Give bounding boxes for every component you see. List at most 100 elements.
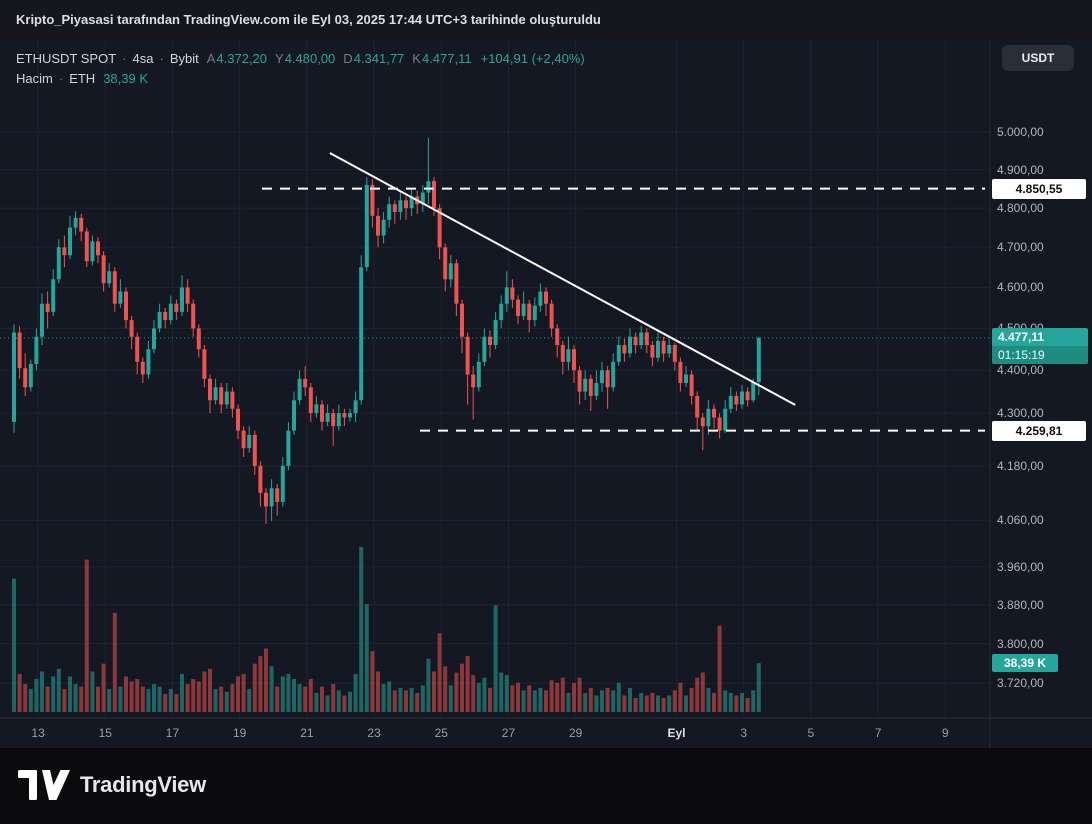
currency-toggle-usdt[interactable]: USDT: [1002, 45, 1074, 71]
footer: TradingView: [0, 748, 1092, 824]
legend-symbol-row[interactable]: ETHUSDT SPOT · 4sa · Bybit A4.372,20 Y4.…: [16, 48, 585, 68]
candle-body: [241, 430, 246, 449]
volume-bar: [745, 698, 750, 712]
volume-bar: [68, 676, 72, 712]
candle-body: [208, 378, 212, 401]
time-axis-label[interactable]: 13: [31, 726, 45, 740]
price-axis-label[interactable]: 4.600,00: [997, 280, 1044, 295]
volume-bar: [342, 695, 347, 712]
chart-legend[interactable]: ETHUSDT SPOT · 4sa · Bybit A4.372,20 Y4.…: [16, 48, 585, 88]
candle-body: [555, 328, 560, 345]
candle-body: [465, 336, 470, 375]
volume-bar: [443, 666, 448, 712]
price-axis-label[interactable]: 4.700,00: [997, 240, 1044, 255]
volume-bar: [236, 676, 240, 712]
volume-bar: [336, 690, 341, 712]
candle-body: [493, 320, 498, 345]
candle-body: [460, 303, 464, 337]
volume-bar: [146, 689, 151, 712]
close-value: 4.477,11: [421, 50, 472, 66]
time-axis-label[interactable]: 3: [740, 726, 748, 740]
candle-body: [224, 391, 229, 405]
bar-countdown: 01:15:19: [992, 345, 1088, 364]
candle-body: [728, 395, 733, 409]
candle-body: [280, 465, 285, 502]
volume-bar: [23, 684, 28, 712]
price-axis-label[interactable]: 3.960,00: [997, 559, 1044, 574]
volume-bar: [471, 675, 476, 712]
volume-bar: [723, 690, 728, 712]
candle-body: [639, 332, 644, 345]
time-axis-label[interactable]: 5: [807, 726, 815, 740]
time-axis-label[interactable]: 9: [941, 726, 949, 740]
candle-body: [236, 408, 240, 431]
time-axis-label[interactable]: 15: [98, 726, 112, 740]
volume-current-value: 38,39 K: [103, 70, 149, 86]
axis-label-layer: 5.000,00 4.900,00 4.800,00 4.700,00 4.600,00…: [0, 40, 1092, 748]
volume-bar: [605, 687, 610, 712]
volume-bar: [129, 681, 134, 712]
volume-bar: [258, 656, 263, 712]
volume-bar: [426, 658, 431, 712]
time-axis-label[interactable]: Eyl: [667, 726, 686, 740]
time-axis-label[interactable]: 21: [300, 726, 314, 740]
candle-body: [51, 279, 56, 312]
price-axis-label[interactable]: 4.900,00: [997, 162, 1044, 177]
volume-bar: [224, 691, 229, 712]
price-axis-label[interactable]: 4.400,00: [997, 363, 1044, 378]
high-value: 4.480,00: [284, 50, 336, 66]
candle-body: [538, 291, 543, 306]
time-axis-label[interactable]: 27: [501, 726, 516, 740]
volume-bar: [460, 663, 464, 712]
candle-body: [124, 291, 128, 321]
volume-bar: [247, 689, 252, 712]
volume-bar: [700, 672, 705, 712]
time-axis-label[interactable]: 19: [232, 726, 247, 740]
current-price-value: 4.477,11: [992, 327, 1088, 346]
price-chart-canvas[interactable]: [0, 40, 1092, 748]
volume-bar: [180, 673, 184, 712]
time-axis-label[interactable]: 25: [434, 726, 448, 740]
volume-bar: [432, 671, 436, 712]
time-axis-label[interactable]: 29: [568, 726, 583, 740]
candle-body: [308, 387, 313, 414]
current-price-badge[interactable]: 4.477,11 01:15:19: [992, 327, 1088, 364]
close-key: K: [412, 50, 421, 66]
candle-body: [420, 192, 425, 205]
volume-bar: [695, 677, 700, 712]
descending-trendline[interactable]: [329, 152, 796, 406]
time-axis-label[interactable]: 17: [165, 726, 180, 740]
candle-body: [364, 184, 369, 268]
price-axis-label[interactable]: 5.000,00: [997, 125, 1044, 139]
level-price-tag[interactable]: 4.850,55: [992, 178, 1086, 199]
price-axis-label[interactable]: 3.880,00: [997, 597, 1044, 612]
price-axis-label[interactable]: 4.800,00: [997, 201, 1044, 216]
candle-body: [196, 328, 201, 350]
level-price-tag[interactable]: 4.259,81: [992, 420, 1086, 441]
legend-volume-row[interactable]: Hacim · ETH 38,39 K: [16, 68, 585, 88]
candle-body: [191, 303, 196, 329]
candle-body: [516, 299, 520, 316]
candle-body: [140, 361, 145, 375]
low-value: 4.341,77: [353, 50, 405, 66]
candle-body: [723, 408, 728, 431]
exchange-name: Bybit: [169, 50, 199, 66]
candle-body: [12, 332, 16, 422]
price-axis-label[interactable]: 4.180,00: [997, 458, 1044, 473]
volume-bar: [476, 682, 481, 712]
volume-bar: [208, 668, 212, 712]
volume-bar: [303, 686, 308, 712]
time-axis-label[interactable]: 23: [367, 726, 381, 740]
price-axis-label[interactable]: 3.720,00: [997, 676, 1044, 691]
volume-bar: [56, 668, 61, 712]
price-axis-label[interactable]: 4.300,00: [997, 406, 1044, 421]
interval-label: 4sa: [132, 50, 154, 66]
time-axis-label[interactable]: 7: [874, 726, 882, 740]
price-axis-label[interactable]: 3.800,00: [997, 636, 1044, 651]
volume-bar: [168, 689, 173, 712]
volume-bar: [465, 656, 470, 712]
volume-bar: [84, 559, 89, 712]
candle-body: [381, 219, 386, 236]
price-axis-label[interactable]: 4.060,00: [997, 513, 1044, 528]
tradingview-logo[interactable]: TradingView: [18, 770, 206, 800]
